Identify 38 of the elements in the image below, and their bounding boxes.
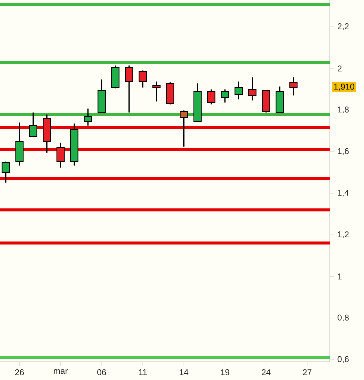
y-tick-label: 2,2 (338, 24, 349, 31)
y-tick-label: 1,2 (338, 232, 349, 239)
x-tick-label: 19 (221, 370, 230, 376)
candlestick (138, 70, 148, 88)
candlestick (2, 161, 10, 184)
candlestick (234, 81, 244, 100)
y-tick-label: 2 (338, 66, 342, 72)
y-tick-label: 1,6 (338, 148, 349, 156)
candlestick (84, 108, 92, 126)
y-tick-label: 1,4 (338, 190, 350, 197)
candlestick (262, 90, 270, 114)
candlestick (276, 86, 284, 114)
candlestick (166, 82, 175, 106)
candlestick (112, 65, 120, 90)
x-tick-label: 06 (98, 370, 106, 376)
candlestick (180, 110, 188, 148)
candlestick (125, 65, 134, 114)
x-tick-label: 27 (303, 370, 312, 376)
x-tick-label: 24 (262, 370, 271, 376)
x-tick-label: mar (54, 370, 68, 374)
y-tick-label: 0,6 (338, 356, 349, 364)
candlestick (29, 112, 38, 138)
candlestick (207, 89, 216, 106)
candlestick (56, 142, 65, 168)
x-tick-label: 11 (139, 370, 147, 376)
x-tick-label: 26 (15, 370, 24, 376)
candlestick (16, 122, 24, 166)
candlestick (290, 77, 298, 96)
y-tick-label: 0,8 (338, 314, 349, 322)
y-tick-label: 1 (338, 274, 342, 280)
y-tick-label: 1,8 (338, 106, 349, 114)
x-tick-label: 14 (180, 370, 189, 376)
candlestick (43, 114, 52, 154)
candlestick (248, 77, 257, 102)
candlestick (221, 89, 230, 104)
candlestick (98, 79, 106, 114)
annotation: 1,910 (334, 84, 355, 91)
candlestick (152, 81, 161, 102)
